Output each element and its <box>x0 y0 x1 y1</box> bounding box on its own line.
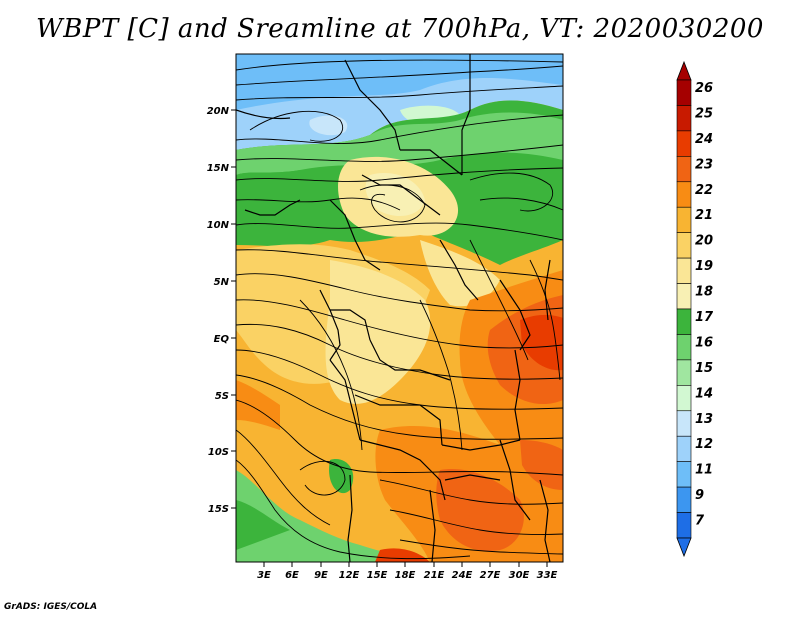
lat-axis: 20N 15N 10N 5N EQ 5S 10S 15S <box>207 106 236 515</box>
colorbar-swatch <box>676 181 692 208</box>
colorbar-swatch <box>676 283 692 310</box>
lat-label: 10S <box>208 447 229 458</box>
lon-label: 33E <box>537 570 558 581</box>
lon-label: 24E <box>452 570 473 581</box>
colorbar-label: 18 <box>695 285 713 300</box>
colorbar-swatch <box>676 334 692 361</box>
colorbar-label: 17 <box>695 310 714 325</box>
colorbar-max-arrow <box>676 60 692 81</box>
lon-label: 18E <box>395 570 416 581</box>
colorbar-swatch <box>676 257 692 284</box>
lat-label: 15S <box>208 504 229 515</box>
colorbar-swatch <box>676 130 692 157</box>
grads-credit: GrADS: IGES/COLA <box>4 602 98 612</box>
colorbar-label: 20 <box>695 234 713 249</box>
colorbar-label: 24 <box>695 132 713 147</box>
lon-axis: 3E 6E 9E 12E 15E 18E 21E 24E 27E 30E 33E <box>257 562 558 581</box>
colorbar-swatch <box>676 105 692 132</box>
colorbar-swatch <box>676 435 692 462</box>
lon-label: 15E <box>367 570 388 581</box>
colorbar-swatch <box>676 410 692 437</box>
lat-label: 10N <box>207 220 230 231</box>
lon-label: 6E <box>285 570 299 581</box>
lon-label: 21E <box>424 570 445 581</box>
colorbar-label: 25 <box>695 106 713 121</box>
lon-label: 12E <box>339 570 360 581</box>
colorbar-label: 9 <box>695 488 704 503</box>
map-frame <box>235 53 564 563</box>
colorbar-swatch <box>676 232 692 259</box>
lat-label: 5N <box>214 277 230 288</box>
colorbar-min-arrow <box>676 537 692 558</box>
lat-label: 5S <box>215 391 229 402</box>
colorbar-label: 11 <box>695 463 713 478</box>
colorbar-swatch <box>676 79 692 106</box>
colorbar-label: 12 <box>695 437 713 452</box>
lon-label: 9E <box>314 570 328 581</box>
colorbar-label: 26 <box>695 81 713 96</box>
lat-label: 15N <box>207 163 230 174</box>
colorbar-label: 13 <box>695 412 713 427</box>
colorbar-swatch <box>676 206 692 233</box>
colorbar-swatch <box>676 512 692 539</box>
lat-label: EQ <box>214 334 230 345</box>
lon-label: 30E <box>509 570 530 581</box>
lon-label: 27E <box>480 570 501 581</box>
colorbar-swatch <box>676 359 692 386</box>
colorbar-swatch <box>676 385 692 412</box>
colorbar-label: 16 <box>695 335 713 350</box>
colorbar-swatch <box>676 156 692 183</box>
lat-label: 20N <box>207 106 230 117</box>
colorbar-swatch <box>676 486 692 513</box>
colorbar-swatch <box>676 308 692 335</box>
lon-label: 3E <box>257 570 271 581</box>
colorbar-label: 21 <box>695 208 713 223</box>
wbpt-shading <box>236 54 563 562</box>
colorbar-label: 23 <box>695 157 713 172</box>
colorbar-label: 22 <box>695 183 713 198</box>
country-borders <box>236 54 551 562</box>
colorbar-swatch <box>676 461 692 488</box>
colorbar-label: 19 <box>695 259 713 274</box>
map-title: WBPT [C] and Sreamline at 700hPa, VT: 20… <box>36 14 764 44</box>
streamlines <box>236 59 563 560</box>
colorbar-label: 14 <box>695 386 713 401</box>
colorbar-label: 7 <box>695 514 705 529</box>
colorbar: 26 25 24 23 22 21 20 19 18 17 16 15 14 13 12 11 9 7 <box>676 60 714 558</box>
colorbar-label: 15 <box>695 361 713 376</box>
